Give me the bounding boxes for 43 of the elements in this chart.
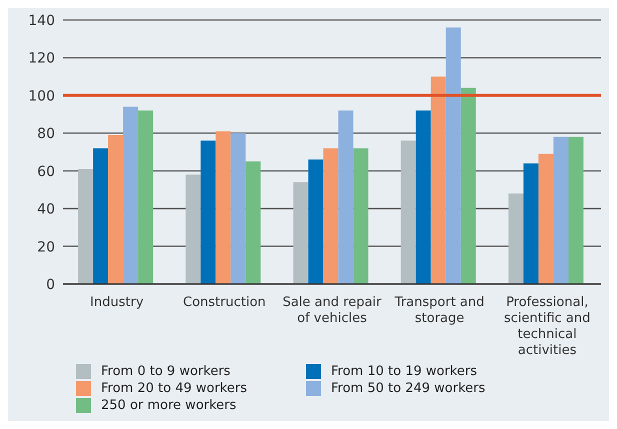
bar	[400, 140, 416, 284]
bar	[78, 168, 94, 284]
bar	[508, 193, 524, 284]
bar	[186, 174, 201, 284]
legend-label: From 10 to 19 workers	[331, 364, 477, 379]
bar	[246, 161, 261, 284]
bar	[553, 136, 568, 284]
y-tick-label: 140	[28, 12, 55, 29]
x-tick-label: Professional, scientific and technical activities	[504, 295, 590, 358]
bar	[338, 110, 354, 284]
bar	[230, 133, 246, 284]
bar	[216, 131, 231, 284]
bar	[93, 148, 108, 284]
y-tick-label: 80	[37, 126, 55, 142]
bar	[416, 110, 431, 284]
bar	[323, 148, 338, 284]
bar	[460, 88, 476, 284]
x-tick-label: Construction	[183, 295, 266, 310]
x-tick-label: Industry	[90, 295, 144, 310]
bar	[200, 140, 216, 284]
x-tick-label: Sale and repair of vehicles	[282, 295, 382, 326]
legend-label: From 50 to 249 workers	[331, 381, 486, 396]
bar	[293, 182, 308, 284]
y-tick-label: 120	[28, 50, 55, 67]
x-tick-label: Transport and storage	[394, 295, 484, 326]
legend-label: 250 or more workers	[101, 398, 236, 413]
y-tick-label: 60	[37, 164, 55, 180]
bar	[308, 160, 324, 284]
bar	[523, 163, 538, 284]
bar	[446, 28, 461, 284]
bar	[568, 136, 584, 284]
y-tick-label: 0	[46, 276, 55, 293]
legend-label: From 20 to 49 workers	[101, 381, 247, 396]
legend-label: From 0 to 9 workers	[101, 364, 230, 379]
bar	[138, 110, 154, 284]
bar	[123, 106, 138, 284]
bar	[430, 76, 446, 284]
y-tick-label: 100	[28, 88, 55, 104]
bar	[538, 154, 554, 284]
y-tick-label: 40	[37, 202, 55, 218]
bar	[108, 135, 124, 284]
y-tick-label: 20	[37, 239, 55, 256]
bar	[353, 148, 368, 284]
